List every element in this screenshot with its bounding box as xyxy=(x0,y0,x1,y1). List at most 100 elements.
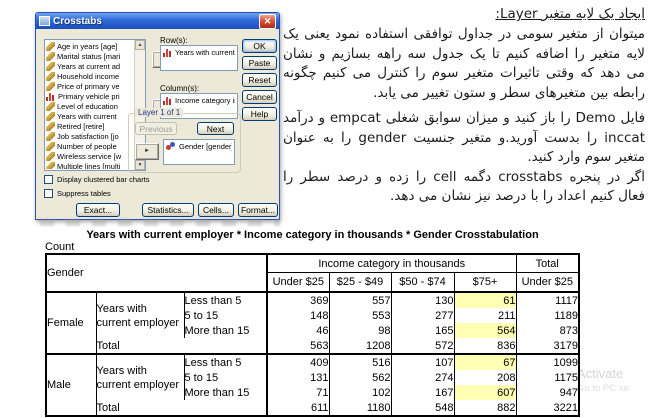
previous-button[interactable]: Previous xyxy=(135,122,177,135)
next-button[interactable]: Next xyxy=(197,122,234,135)
count-cell-highlighted: 564 xyxy=(453,323,516,338)
table-row: Total 611 1180 548 882 3221 xyxy=(46,400,579,416)
count-cell: 211 xyxy=(453,308,516,323)
reset-button[interactable]: Reset xyxy=(242,73,277,87)
table-row: More than 15 71 102 167 607 947 xyxy=(46,385,579,400)
list-scrollbar[interactable]: ▲ ▼ xyxy=(134,40,145,170)
close-icon[interactable]: ✕ xyxy=(259,13,276,29)
scale-measure-icon xyxy=(46,101,55,111)
scale-measure-icon xyxy=(46,61,55,71)
count-cell: 98 xyxy=(328,323,391,338)
count-cell: 369 xyxy=(266,292,329,308)
table-row: More than 15 46 98 165 564 873 xyxy=(46,323,579,338)
instructions-paragraph: فایل Demo را باز کنید و میزان سوابق شغلی… xyxy=(283,110,646,166)
scale-measure-icon xyxy=(46,141,55,151)
suppress-tables-option[interactable]: Suppress tables xyxy=(44,189,111,198)
scroll-up-icon[interactable]: ▲ xyxy=(135,40,145,50)
list-item[interactable]: Job satisfaction [jo xyxy=(46,131,134,141)
list-item[interactable]: Level of education xyxy=(46,101,134,111)
count-cell: 548 xyxy=(390,400,454,416)
move-to-layer-button[interactable]: ► xyxy=(135,143,159,160)
instructions-paragraph: اگر در پنجره crosstabs دگمه cell را زده … xyxy=(283,168,645,204)
column-header: Under $25 xyxy=(515,272,579,293)
total-row-label: Total xyxy=(96,338,268,354)
paste-button[interactable]: Paste xyxy=(242,56,277,70)
count-cell: 165 xyxy=(390,323,454,338)
count-cell: 131 xyxy=(266,370,329,385)
scroll-down-icon[interactable]: ▼ xyxy=(135,160,145,170)
clustered-bar-charts-option[interactable]: Display clustered bar charts xyxy=(44,175,150,184)
statistics-button[interactable]: Statistics... xyxy=(142,203,194,217)
count-cell: 3221 xyxy=(515,400,579,416)
count-cell: 836 xyxy=(453,338,516,354)
variable-list[interactable]: Age in years [age] Marital status [mari … xyxy=(44,39,146,171)
list-item[interactable]: Primary vehicle pri xyxy=(46,91,134,101)
cells-button[interactable]: Cells... xyxy=(198,203,234,217)
count-cell: 130 xyxy=(390,292,454,308)
ok-button[interactable]: OK xyxy=(242,39,277,53)
scale-measure-icon xyxy=(46,111,55,121)
count-label: Count xyxy=(45,241,75,253)
count-cell: 208 xyxy=(453,370,516,385)
count-cell: 882 xyxy=(453,400,516,416)
category-cell: 5 to 15 xyxy=(184,309,219,322)
list-item[interactable]: Retired [retire] xyxy=(46,121,134,131)
ghost-table-strip xyxy=(40,219,280,226)
list-item[interactable]: Household income xyxy=(46,71,134,81)
list-item[interactable]: Marital status [mari xyxy=(46,51,134,61)
row-variable-cell: Years with current employer xyxy=(96,292,185,338)
table-row: 5 to 15 148 553 277 211 1189 xyxy=(46,308,579,323)
layer-group: Layer 1 of 1 Previous Next ► Gender [gen… xyxy=(128,108,241,173)
count-cell: 553 xyxy=(328,308,391,323)
category-cell: Less than 5 xyxy=(184,353,267,370)
category-cell: Less than 5 xyxy=(184,294,242,307)
scale-measure-icon xyxy=(46,121,55,131)
scale-measure-icon xyxy=(46,161,55,169)
category-cell: More than 15 xyxy=(184,386,250,399)
count-cell: 1189 xyxy=(515,308,579,323)
count-cell-highlighted: 67 xyxy=(453,353,516,370)
list-item[interactable]: Age in years [age] xyxy=(46,41,134,51)
layer-box[interactable]: Gender [gender] xyxy=(163,139,235,165)
activate-watermark: Activate Go to PC se xyxy=(577,366,629,394)
crosstab-title: Years with current employer * Income cat… xyxy=(86,229,539,241)
list-item[interactable]: Years at current ad xyxy=(46,61,134,71)
category-cell: 5 to 15 xyxy=(184,371,219,384)
column-group-header: Income category in thousands xyxy=(266,254,516,273)
column-header: $25 - $49 xyxy=(328,272,391,293)
rows-label: Row(s): xyxy=(160,36,188,45)
exact-button[interactable]: Exact... xyxy=(76,203,120,217)
count-cell: 274 xyxy=(390,370,454,385)
gender-cell: Female xyxy=(46,292,97,354)
crosstab-table: Gender Income category in thousands Tota… xyxy=(45,253,580,417)
cancel-button[interactable]: Cancel xyxy=(242,90,277,104)
instructions: ایجاد یک لایه متغیر Layer: میتوان از متغ… xyxy=(283,5,645,206)
instructions-paragraph: میتوان از متغیر سومی در جداول توافقی است… xyxy=(283,26,645,101)
list-item[interactable]: Years with current xyxy=(46,111,134,121)
scale-measure-icon xyxy=(46,81,55,91)
count-cell: 148 xyxy=(266,308,329,323)
count-cell: 557 xyxy=(328,292,391,308)
count-cell: 562 xyxy=(328,370,391,385)
column-header: $75+ xyxy=(453,272,516,293)
list-item[interactable]: Wireless service [w xyxy=(46,151,134,161)
checkbox-unchecked-icon[interactable] xyxy=(44,189,53,198)
list-item[interactable]: Number of people xyxy=(46,141,134,151)
count-cell-highlighted: 607 xyxy=(453,385,516,400)
help-button[interactable]: Help xyxy=(242,107,277,121)
scale-measure-icon xyxy=(46,131,55,141)
rows-box[interactable]: Years with current emp xyxy=(160,45,238,71)
list-item[interactable]: Price of primary ve xyxy=(46,81,134,91)
dialog-titlebar[interactable]: Crosstabs ✕ xyxy=(36,13,279,29)
category-cell: More than 15 xyxy=(184,324,250,337)
count-cell: 107 xyxy=(390,353,454,370)
scale-measure-icon xyxy=(46,51,55,61)
checkbox-unchecked-icon[interactable] xyxy=(44,175,53,184)
format-button[interactable]: Format... xyxy=(238,203,278,217)
right-arrow-icon: ► xyxy=(144,148,150,154)
window-icon xyxy=(39,16,50,26)
count-cell: 46 xyxy=(266,323,329,338)
list-item[interactable]: Multiple lines [multi xyxy=(46,161,134,169)
scale-measure-icon xyxy=(46,71,55,81)
